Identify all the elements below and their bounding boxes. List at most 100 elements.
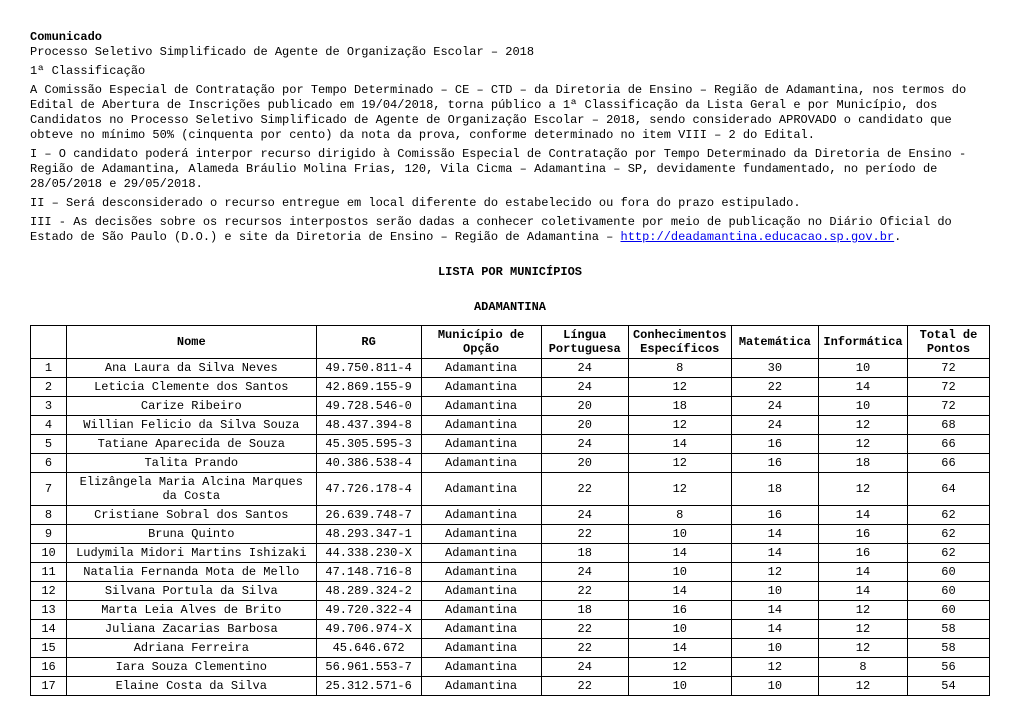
table-row: 9Bruna Quinto48.293.347-1Adamantina22101… [31,525,990,544]
table-cell: 24 [541,378,628,397]
table-cell: 18 [628,397,731,416]
table-cell: 12 [819,677,908,696]
table-cell: 47.726.178-4 [316,473,421,506]
col-municipio: Município de Opção [421,326,541,359]
table-cell: 5 [31,435,67,454]
table-cell: 66 [907,454,989,473]
table-cell: 20 [541,416,628,435]
table-cell: 49.706.974-X [316,620,421,639]
table-row: 1Ana Laura da Silva Neves49.750.811-4Ada… [31,359,990,378]
table-cell: 62 [907,525,989,544]
table-cell: 3 [31,397,67,416]
table-cell: 49.720.322-4 [316,601,421,620]
table-cell: 9 [31,525,67,544]
lista-heading: LISTA POR MUNICÍPIOS [30,265,990,280]
table-cell: 16 [819,544,908,563]
table-cell: 16 [731,506,818,525]
table-cell: 16 [731,435,818,454]
table-cell: Adamantina [421,544,541,563]
table-cell: 14 [628,544,731,563]
table-row: 15Adriana Ferreira45.646.672Adamantina22… [31,639,990,658]
table-header-row: Nome RG Município de Opção Língua Portug… [31,326,990,359]
table-row: 14Juliana Zacarias Barbosa49.706.974-XAd… [31,620,990,639]
table-row: 4Willian Felicio da Silva Souza48.437.39… [31,416,990,435]
table-cell: 14 [819,563,908,582]
table-cell: Adamantina [421,639,541,658]
table-cell: 12 [819,416,908,435]
table-cell: 42.869.155-9 [316,378,421,397]
table-cell: Ana Laura da Silva Neves [67,359,317,378]
table-cell: Adamantina [421,620,541,639]
table-cell: 18 [541,601,628,620]
paragraph-3: II – Será desconsiderado o recurso entre… [30,196,990,211]
table-cell: 47.148.716-8 [316,563,421,582]
paragraph-1: A Comissão Especial de Contratação por T… [30,83,990,143]
table-cell: 11 [31,563,67,582]
table-cell: Bruna Quinto [67,525,317,544]
table-cell: 14 [819,378,908,397]
table-cell: Adamantina [421,473,541,506]
table-cell: Tatiane Aparecida de Souza [67,435,317,454]
table-cell: 60 [907,582,989,601]
p4-text-b: . [894,230,901,244]
table-cell: Adamantina [421,658,541,677]
col-matematica: Matemática [731,326,818,359]
classification-table: Nome RG Município de Opção Língua Portug… [30,325,990,696]
diretoria-link[interactable]: http://deadamantina.educacao.sp.gov.br [621,230,895,244]
table-cell: Carize Ribeiro [67,397,317,416]
table-cell: 15 [31,639,67,658]
table-row: 16Iara Souza Clementino56.961.553-7Adama… [31,658,990,677]
table-cell: 22 [541,620,628,639]
comunicado-title: Comunicado [30,30,990,45]
table-cell: 10 [31,544,67,563]
table-cell: 12 [628,378,731,397]
table-cell: 44.338.230-X [316,544,421,563]
table-cell: 20 [541,454,628,473]
table-cell: 48.289.324-2 [316,582,421,601]
table-cell: 13 [31,601,67,620]
table-cell: 7 [31,473,67,506]
table-cell: Adamantina [421,454,541,473]
table-cell: 10 [819,397,908,416]
table-cell: 14 [31,620,67,639]
table-cell: Juliana Zacarias Barbosa [67,620,317,639]
table-cell: Adamantina [421,397,541,416]
table-cell: 64 [907,473,989,506]
table-cell: 68 [907,416,989,435]
table-row: 5Tatiane Aparecida de Souza45.305.595-3A… [31,435,990,454]
table-cell: 12 [819,601,908,620]
table-cell: 14 [819,506,908,525]
table-cell: 49.728.546-0 [316,397,421,416]
table-cell: 54 [907,677,989,696]
table-cell: Cristiane Sobral dos Santos [67,506,317,525]
table-cell: 56 [907,658,989,677]
table-cell: Adamantina [421,563,541,582]
table-cell: 45.646.672 [316,639,421,658]
paragraph-2: I – O candidato poderá interpor recurso … [30,147,990,192]
col-conhecimentos: Conhecimentos Específicos [628,326,731,359]
table-cell: 49.750.811-4 [316,359,421,378]
table-cell: 10 [628,563,731,582]
table-cell: 16 [31,658,67,677]
table-cell: 72 [907,397,989,416]
table-cell: 8 [31,506,67,525]
table-cell: 60 [907,601,989,620]
table-cell: Elizângela Maria Alcina Marques da Costa [67,473,317,506]
table-cell: 40.386.538-4 [316,454,421,473]
table-cell: Adamantina [421,525,541,544]
table-row: 13Marta Leia Alves de Brito49.720.322-4A… [31,601,990,620]
col-nome: Nome [67,326,317,359]
table-row: 2Leticia Clemente dos Santos42.869.155-9… [31,378,990,397]
table-cell: 10 [731,582,818,601]
table-row: 12Silvana Portula da Silva48.289.324-2Ad… [31,582,990,601]
table-cell: 12 [819,473,908,506]
table-cell: 14 [731,544,818,563]
table-cell: 12 [819,435,908,454]
table-cell: Adamantina [421,378,541,397]
table-cell: 10 [731,639,818,658]
table-cell: 16 [819,525,908,544]
table-cell: Iara Souza Clementino [67,658,317,677]
table-row: 7Elizângela Maria Alcina Marques da Cost… [31,473,990,506]
table-cell: Adamantina [421,416,541,435]
table-cell: Ludymila Midori Martins Ishizaki [67,544,317,563]
